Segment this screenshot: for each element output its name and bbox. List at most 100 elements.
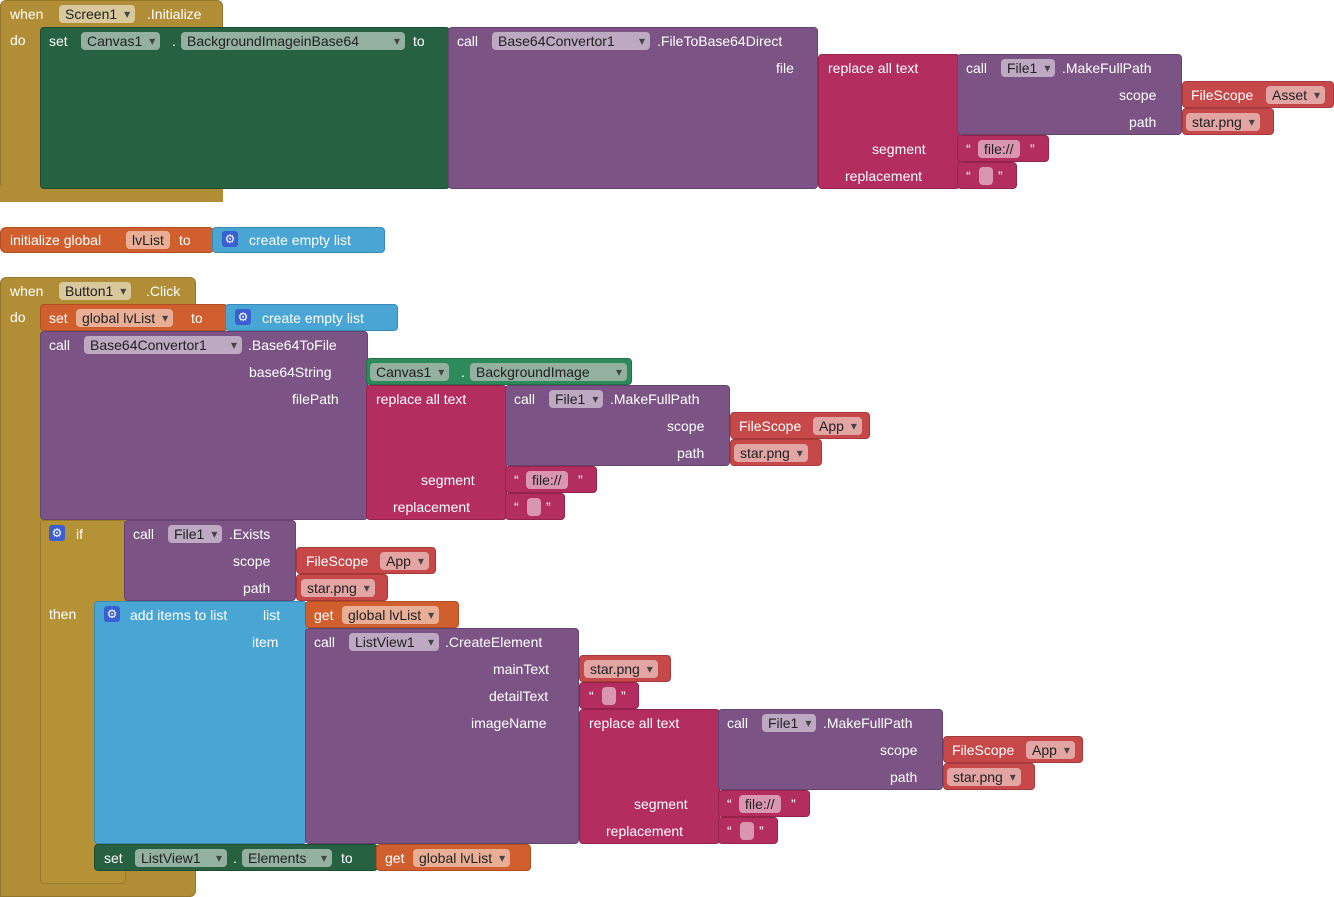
close-quote: ” xyxy=(759,823,764,839)
empty-text-field[interactable] xyxy=(979,167,993,185)
scope-label: scope xyxy=(233,553,271,569)
file1-dropdown[interactable]: File1 xyxy=(549,390,604,408)
initialize-event-label: .Initialize xyxy=(147,6,202,22)
create-element-call-block[interactable] xyxy=(305,628,579,844)
scope-asset-dropdown[interactable]: Asset xyxy=(1266,86,1326,104)
call-keyword: call xyxy=(514,391,536,407)
create-empty-list-label: create empty list xyxy=(262,310,364,326)
create-empty-list-block[interactable] xyxy=(212,227,385,253)
replacement-label: replacement xyxy=(845,168,923,184)
scope-app-dropdown[interactable]: App xyxy=(1026,741,1075,759)
make-full-path-call-block[interactable] xyxy=(505,385,730,466)
make-full-path-call-block[interactable] xyxy=(718,709,943,790)
base64-convertor-dropdown[interactable]: Base64Convertor1 xyxy=(84,336,242,354)
when-keyword: when xyxy=(10,283,44,299)
canvas1-dropdown[interactable]: Canvas1 xyxy=(81,32,161,50)
call-keyword: call xyxy=(133,526,155,542)
empty-text-field[interactable] xyxy=(602,687,616,705)
make-full-path-method: .MakeFullPath xyxy=(823,715,913,731)
add-items-label: add items to list xyxy=(130,607,228,623)
file-to-base64-method: .FileToBase64Direct xyxy=(657,33,783,49)
global-lvlist-dropdown[interactable]: global lvList xyxy=(342,606,440,624)
replace-all-text-label: replace all text xyxy=(376,391,467,407)
canvas1-dropdown[interactable]: Canvas1 xyxy=(370,363,450,381)
gear-icon[interactable]: ⚙ xyxy=(49,525,65,541)
base64-convertor-dropdown[interactable]: Base64Convertor1 xyxy=(492,32,650,50)
dot-separator: . xyxy=(461,364,465,380)
open-quote: “ xyxy=(966,168,971,184)
listview1-dropdown[interactable]: ListView1 xyxy=(135,849,227,867)
segment-text-field[interactable]: file:// xyxy=(526,471,568,489)
global-lvlist-dropdown[interactable]: global lvList xyxy=(413,849,511,867)
get-keyword: get xyxy=(314,607,334,623)
background-image-dropdown[interactable]: BackgroundImage xyxy=(470,363,627,381)
listview1-dropdown[interactable]: ListView1 xyxy=(349,633,439,651)
dot-separator: . xyxy=(233,850,237,866)
gear-icon[interactable]: ⚙ xyxy=(104,606,120,622)
list-socket-label: list xyxy=(263,607,281,623)
file1-dropdown[interactable]: File1 xyxy=(168,525,223,543)
make-full-path-call-block[interactable] xyxy=(957,54,1182,135)
empty-text-field[interactable] xyxy=(527,498,541,516)
create-empty-list-block[interactable] xyxy=(225,304,398,331)
global-name-field[interactable]: lvList xyxy=(126,231,170,249)
file-socket-label: file xyxy=(776,60,794,76)
star-png-dropdown[interactable]: star.png xyxy=(734,444,808,462)
call-keyword: call xyxy=(457,33,479,49)
background-image-base64-dropdown[interactable]: BackgroundImageinBase64 xyxy=(181,32,405,50)
open-quote: “ xyxy=(727,823,732,839)
click-event-label: .Click xyxy=(146,283,181,299)
to-keyword: to xyxy=(179,232,191,248)
segment-label: segment xyxy=(634,796,688,812)
screen1-dropdown[interactable]: Screen1 xyxy=(59,5,136,23)
make-full-path-method: .MakeFullPath xyxy=(610,391,700,407)
button1-dropdown[interactable]: Button1 xyxy=(59,282,132,300)
star-png-dropdown[interactable]: star.png xyxy=(301,579,375,597)
file1-dropdown[interactable]: File1 xyxy=(762,714,817,732)
segment-text-field[interactable]: file:// xyxy=(739,795,781,813)
open-quote: “ xyxy=(514,472,519,488)
file-to-base64-call-block[interactable] xyxy=(448,27,818,189)
initialize-global-block[interactable] xyxy=(0,227,215,253)
set-keyword: set xyxy=(49,33,68,49)
segment-label: segment xyxy=(421,472,475,488)
segment-text-field[interactable]: file:// xyxy=(978,140,1020,158)
global-lvlist-dropdown[interactable]: global lvList xyxy=(76,309,174,327)
base64-to-file-call-block[interactable] xyxy=(40,331,368,520)
exists-method: .Exists xyxy=(229,526,271,542)
gear-icon[interactable]: ⚙ xyxy=(222,231,238,247)
star-png-dropdown[interactable]: star.png xyxy=(947,768,1021,786)
replace-all-text-block[interactable] xyxy=(366,385,507,520)
scope-app-dropdown[interactable]: App xyxy=(813,417,862,435)
path-label: path xyxy=(677,445,705,461)
path-label: path xyxy=(243,580,271,596)
replace-all-text-label: replace all text xyxy=(828,60,919,76)
scope-label: scope xyxy=(880,742,918,758)
when-keyword: when xyxy=(10,6,44,22)
file-scope-label: FileScope xyxy=(952,742,1015,758)
initialize-global-label: initialize global xyxy=(10,232,102,248)
replace-all-text-block[interactable] xyxy=(579,709,720,844)
file-scope-label: FileScope xyxy=(306,553,369,569)
star-png-dropdown[interactable]: star.png xyxy=(1186,113,1260,131)
filepath-label: filePath xyxy=(292,391,339,407)
set-keyword: set xyxy=(104,850,123,866)
set-canvas-block[interactable] xyxy=(40,27,450,189)
replace-all-text-label: replace all text xyxy=(589,715,680,731)
close-quote: ” xyxy=(1030,141,1035,157)
elements-dropdown[interactable]: Elements xyxy=(242,849,332,867)
replace-all-text-block[interactable] xyxy=(818,54,960,189)
open-quote: “ xyxy=(727,796,732,812)
create-element-method: .CreateElement xyxy=(445,634,543,650)
to-keyword: to xyxy=(191,310,203,326)
dot-separator: . xyxy=(172,33,176,49)
file1-dropdown[interactable]: File1 xyxy=(1001,59,1056,77)
create-empty-list-label: create empty list xyxy=(249,232,351,248)
empty-text-field[interactable] xyxy=(740,822,754,840)
close-quote: ” xyxy=(621,688,626,704)
base64-to-file-method: .Base64ToFile xyxy=(248,337,337,353)
star-png-dropdown[interactable]: star.png xyxy=(584,660,658,678)
scope-app-dropdown[interactable]: App xyxy=(380,552,429,570)
do-keyword: do xyxy=(10,309,26,325)
gear-icon[interactable]: ⚙ xyxy=(235,309,251,325)
